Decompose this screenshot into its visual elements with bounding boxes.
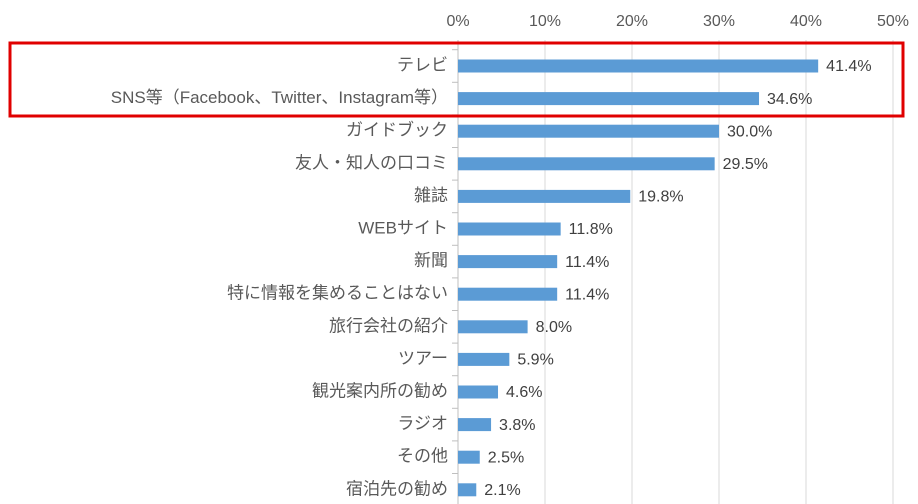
y-tick-label: 観光案内所の勧め <box>312 381 448 400</box>
y-tick-label: 新聞 <box>414 251 448 270</box>
x-tick-label: 30% <box>703 13 735 30</box>
data-label: 11.8% <box>569 221 613 238</box>
data-label: 41.4% <box>826 58 871 75</box>
y-tick-label: 宿泊先の勧め <box>346 479 448 498</box>
y-tick-label: 友人・知人の口コミ <box>295 153 448 172</box>
y-tick-label: SNS等（Facebook、Twitter、Instagram等） <box>111 88 448 107</box>
y-tick-label: ラジオ <box>397 414 448 433</box>
bar <box>458 385 499 399</box>
x-tick-label: 20% <box>616 13 648 30</box>
data-label: 4.6% <box>506 384 542 401</box>
bar <box>458 124 719 138</box>
bar <box>458 189 631 203</box>
grid <box>452 40 894 504</box>
data-label: 29.5% <box>723 156 768 173</box>
x-tick-label: 50% <box>877 13 909 30</box>
bar <box>458 92 760 106</box>
data-label: 3.8% <box>499 417 535 434</box>
x-tick-label: 40% <box>790 13 822 30</box>
y-tick-label: ツアー <box>398 349 448 368</box>
bar <box>458 59 819 73</box>
y-tick-label: テレビ <box>397 55 448 74</box>
y-tick-label: 特に情報を集めることはない <box>227 284 448 303</box>
y-tick-label: ガイドブック <box>346 120 448 140</box>
data-label: 30.0% <box>727 123 772 140</box>
bar <box>458 483 477 497</box>
data-label: 11.4% <box>565 254 609 271</box>
data-label: 2.1% <box>484 482 520 499</box>
data-label: 2.5% <box>488 449 524 466</box>
data-label: 5.9% <box>517 352 553 369</box>
y-tick-label: その他 <box>397 447 448 466</box>
highlight-box <box>8 41 905 118</box>
data-label: 34.6% <box>767 91 812 108</box>
data-label: 8.0% <box>536 319 572 336</box>
bar <box>458 320 528 334</box>
bar <box>458 418 492 432</box>
y-tick-label: 旅行会社の紹介 <box>329 316 448 335</box>
data-label: 11.4% <box>565 286 609 303</box>
bar <box>458 255 558 269</box>
x-tick-label: 10% <box>529 13 561 30</box>
y-tick-label: 雑誌 <box>414 186 448 205</box>
bar <box>458 450 480 464</box>
y-tick-label: WEBサイト <box>358 218 448 237</box>
bar <box>458 352 510 366</box>
bar <box>458 222 561 236</box>
bar <box>458 287 558 301</box>
bar <box>458 157 715 171</box>
x-tick-label: 0% <box>446 13 469 30</box>
data-label: 19.8% <box>638 189 683 206</box>
